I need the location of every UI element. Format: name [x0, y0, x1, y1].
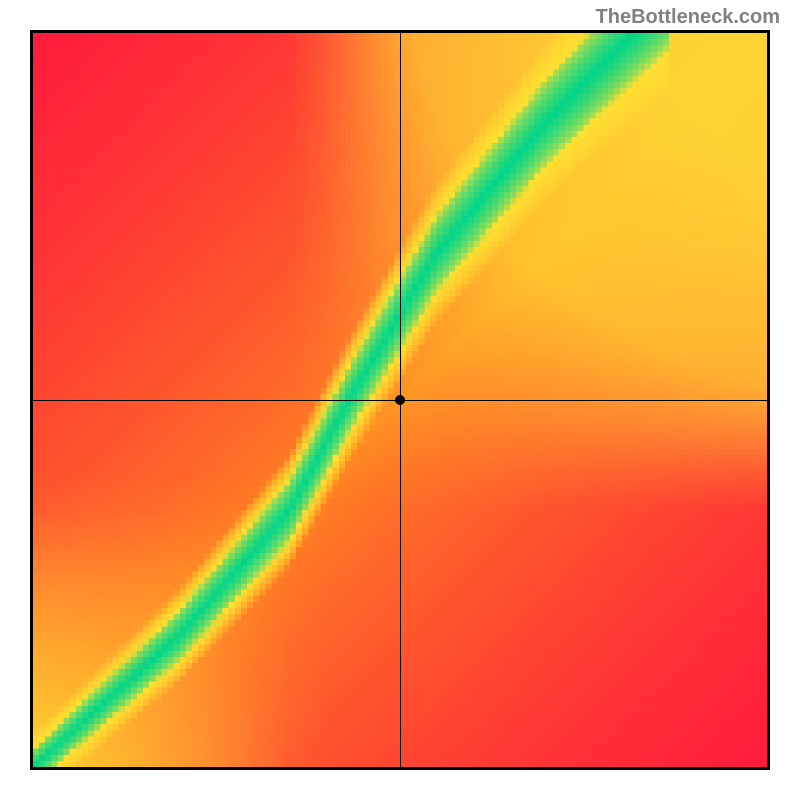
marker-dot: [395, 395, 405, 405]
chart-container: TheBottleneck.com: [0, 0, 800, 800]
plot-area: [30, 30, 770, 770]
attribution-label: TheBottleneck.com: [596, 6, 780, 29]
